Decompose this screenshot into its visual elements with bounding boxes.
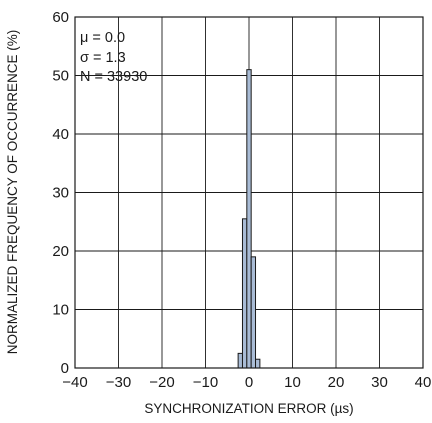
- y-tick-label: 40: [52, 126, 69, 143]
- stat-sigma: σ = 1.3: [80, 50, 126, 66]
- x-tick-label: 20: [328, 374, 345, 391]
- plot-frame: [74, 16, 424, 369]
- x-tick-label: −10: [193, 374, 218, 391]
- y-tick-label: 30: [52, 185, 69, 202]
- y-tick-label: 20: [52, 243, 69, 260]
- y-tick-label: 0: [61, 360, 69, 377]
- y-tick-label: 10: [52, 302, 69, 319]
- histogram-bar: [250, 256, 257, 369]
- y-tick-label: 50: [52, 68, 69, 85]
- x-tick-label: 0: [245, 374, 253, 391]
- x-tick-label: 10: [284, 374, 301, 391]
- histogram-bar: [246, 69, 252, 369]
- x-tick-label: −30: [106, 374, 131, 391]
- stat-count: N = 33930: [80, 69, 147, 85]
- y-axis-label: NORMALIZED FREQUENCY OF OCCURRENCE (%): [5, 30, 20, 355]
- histogram-bar: [241, 218, 248, 369]
- x-tick-label: −20: [149, 374, 174, 391]
- stat-mean: μ = 0.0: [80, 30, 125, 46]
- bars: [237, 69, 261, 369]
- x-tick-label: −40: [62, 374, 87, 391]
- histogram-bar: [255, 358, 261, 369]
- x-tick-label: 40: [415, 374, 432, 391]
- y-tick-labels: 0 10 20 30 40 50 60: [52, 9, 69, 377]
- y-tick-label: 60: [52, 9, 69, 26]
- x-tick-labels: −40 −30 −20 −10 0 10 20 30 40: [62, 374, 431, 391]
- histogram-bar: [237, 352, 243, 369]
- x-tick-label: 30: [371, 374, 388, 391]
- x-axis-label: SYNCHRONIZATION ERROR (µs): [144, 401, 353, 416]
